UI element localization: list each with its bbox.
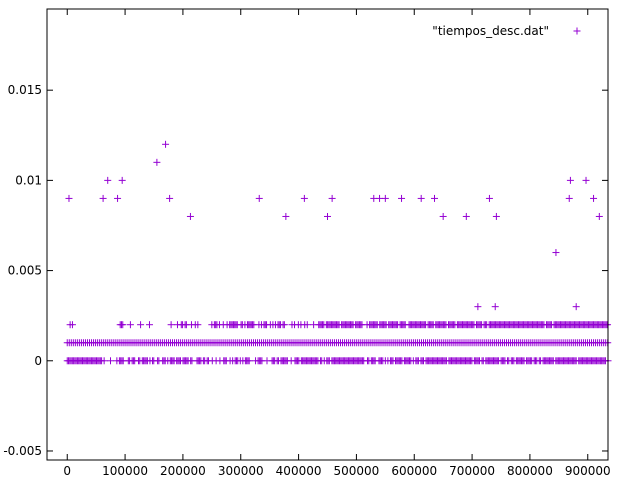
data-points: [63, 140, 612, 365]
x-tick-label: 100000: [102, 464, 148, 478]
x-axis-ticks: 0 100000 200000 300000 400000 500000 600000 700…: [63, 9, 611, 478]
data-point: [595, 212, 603, 220]
data-point: [492, 212, 500, 220]
data-point: [162, 140, 170, 148]
data-point: [255, 194, 263, 202]
data-point: [145, 321, 153, 329]
legend-marker-plus: [573, 27, 581, 35]
data-point: [417, 194, 425, 202]
y-tick-label: 0.005: [8, 264, 42, 278]
legend-label: "tiempos_desc.dat": [432, 24, 549, 38]
x-tick-label: 200000: [160, 464, 206, 478]
legend: "tiempos_desc.dat": [432, 24, 581, 38]
data-point: [398, 194, 406, 202]
data-point: [300, 194, 308, 202]
data-point: [328, 194, 336, 202]
data-point: [153, 158, 161, 166]
data-point: [491, 303, 499, 311]
y-axis-ticks: -0.005 0 0.005 0.01 0.015: [3, 83, 608, 458]
x-tick-label: 900000: [565, 464, 611, 478]
data-point: [99, 194, 107, 202]
x-tick-label: 700000: [449, 464, 495, 478]
x-tick-label: 300000: [218, 464, 264, 478]
data-point: [107, 357, 115, 365]
y-tick-label: 0: [34, 354, 42, 368]
data-point: [68, 321, 76, 329]
x-tick-label: 600000: [391, 464, 437, 478]
plot-frame: [46, 8, 609, 461]
data-point: [119, 321, 127, 329]
data-point: [100, 357, 108, 365]
data-point: [118, 176, 126, 184]
data-point: [104, 176, 112, 184]
data-point: [572, 303, 580, 311]
data-point: [186, 212, 194, 220]
data-point: [462, 212, 470, 220]
data-point: [65, 194, 73, 202]
data-point: [566, 176, 574, 184]
data-point: [126, 321, 134, 329]
data-point: [137, 321, 145, 329]
data-point: [324, 212, 331, 220]
data-point: [430, 194, 438, 202]
x-tick-label: 800000: [507, 464, 553, 478]
y-tick-label: 0.015: [8, 83, 42, 97]
data-point: [582, 176, 590, 184]
data-point: [166, 194, 174, 202]
y-tick-label: 0.01: [15, 173, 42, 187]
data-point: [474, 303, 482, 311]
x-tick-label: 400000: [276, 464, 322, 478]
data-point: [194, 321, 202, 329]
x-tick-label: 500000: [334, 464, 380, 478]
data-point: [280, 321, 288, 329]
data-point: [590, 194, 598, 202]
data-point: [565, 194, 573, 202]
x-tick-label: 0: [63, 464, 71, 478]
legend-marker: [573, 27, 581, 35]
data-point: [114, 194, 122, 202]
data-point: [381, 194, 389, 202]
y-tick-label: -0.005: [3, 444, 42, 458]
data-point: [303, 321, 311, 329]
data-point: [485, 194, 493, 202]
data-point: [167, 321, 175, 329]
data-point: [245, 357, 253, 365]
data-point: [439, 212, 447, 220]
data-point: [552, 249, 560, 257]
data-point: [282, 212, 290, 220]
